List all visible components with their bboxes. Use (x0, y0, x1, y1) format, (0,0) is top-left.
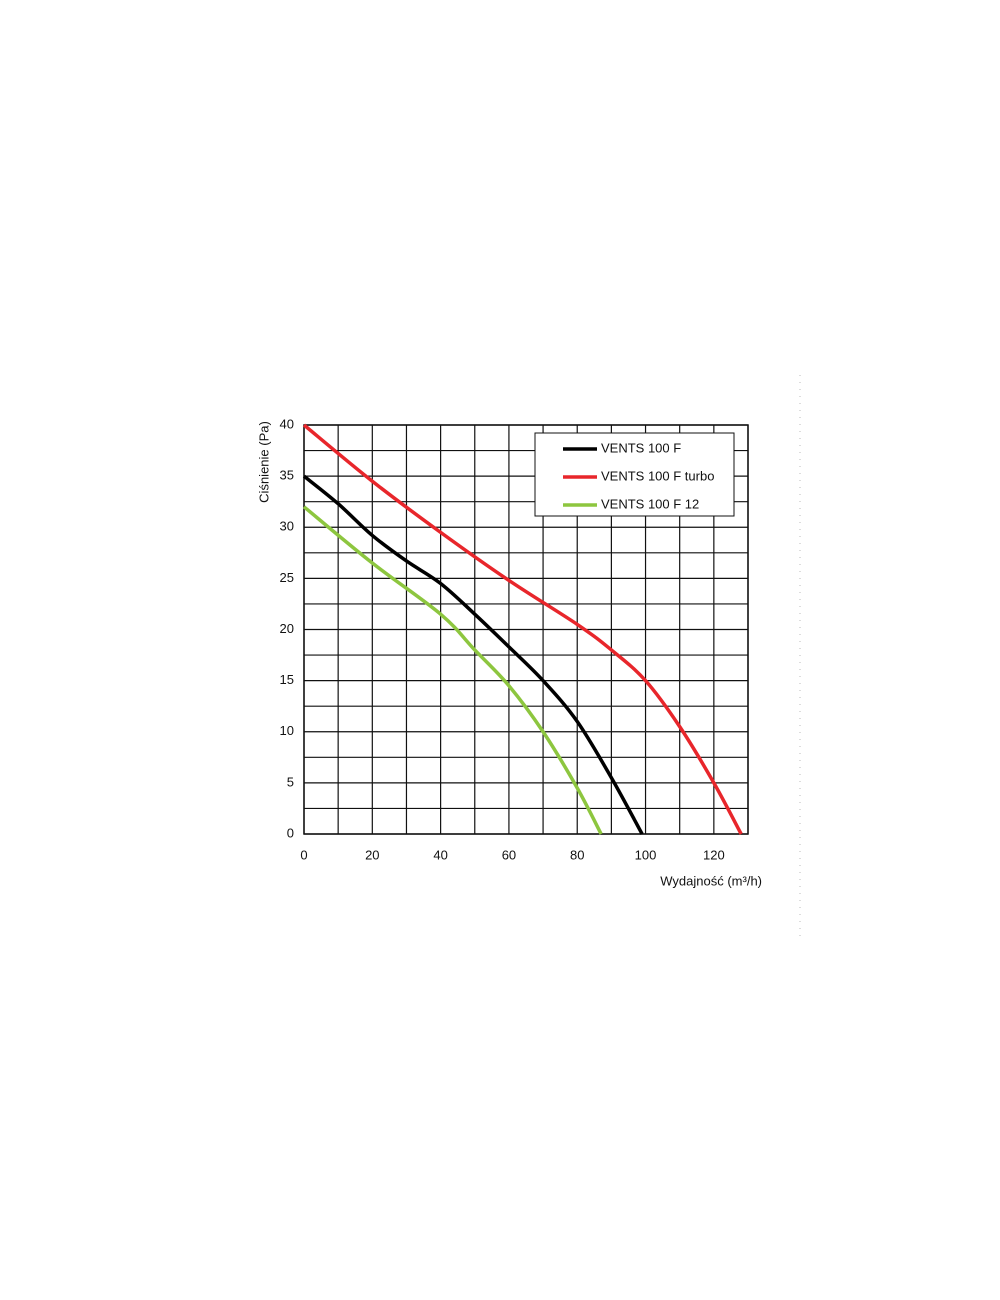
y-tick-label: 0 (287, 825, 294, 840)
y-tick-label: 30 (280, 519, 294, 534)
y-tick-label: 25 (280, 570, 294, 585)
x-tick-label: 60 (502, 847, 516, 862)
x-tick-label: 40 (433, 847, 447, 862)
legend-box (534, 432, 735, 517)
legend-label: VENTS 100 F 12 (601, 496, 699, 511)
y-tick-label: 20 (280, 621, 294, 636)
series-line (302, 423, 743, 835)
y-tick-label: 35 (280, 468, 294, 483)
x-tick-label: 120 (703, 847, 725, 862)
y-tick-label: 15 (280, 672, 294, 687)
plot-frame (303, 424, 749, 835)
x-axis-label: Wydajność (m³/h) (660, 873, 762, 888)
legend-label: VENTS 100 F (601, 440, 681, 455)
series-line (302, 474, 644, 835)
y-tick-label: 5 (287, 774, 294, 789)
y-axis-label: Ciśnienie (Pa) (256, 421, 271, 503)
y-tick-label: 10 (280, 723, 294, 738)
x-tick-label: 100 (635, 847, 657, 862)
legend-label: VENTS 100 F turbo (601, 468, 714, 483)
x-tick-label: 80 (570, 847, 584, 862)
x-tick-label: 0 (300, 847, 307, 862)
y-tick-label: 40 (280, 416, 294, 431)
series-line (302, 505, 603, 835)
x-tick-label: 20 (365, 847, 379, 862)
